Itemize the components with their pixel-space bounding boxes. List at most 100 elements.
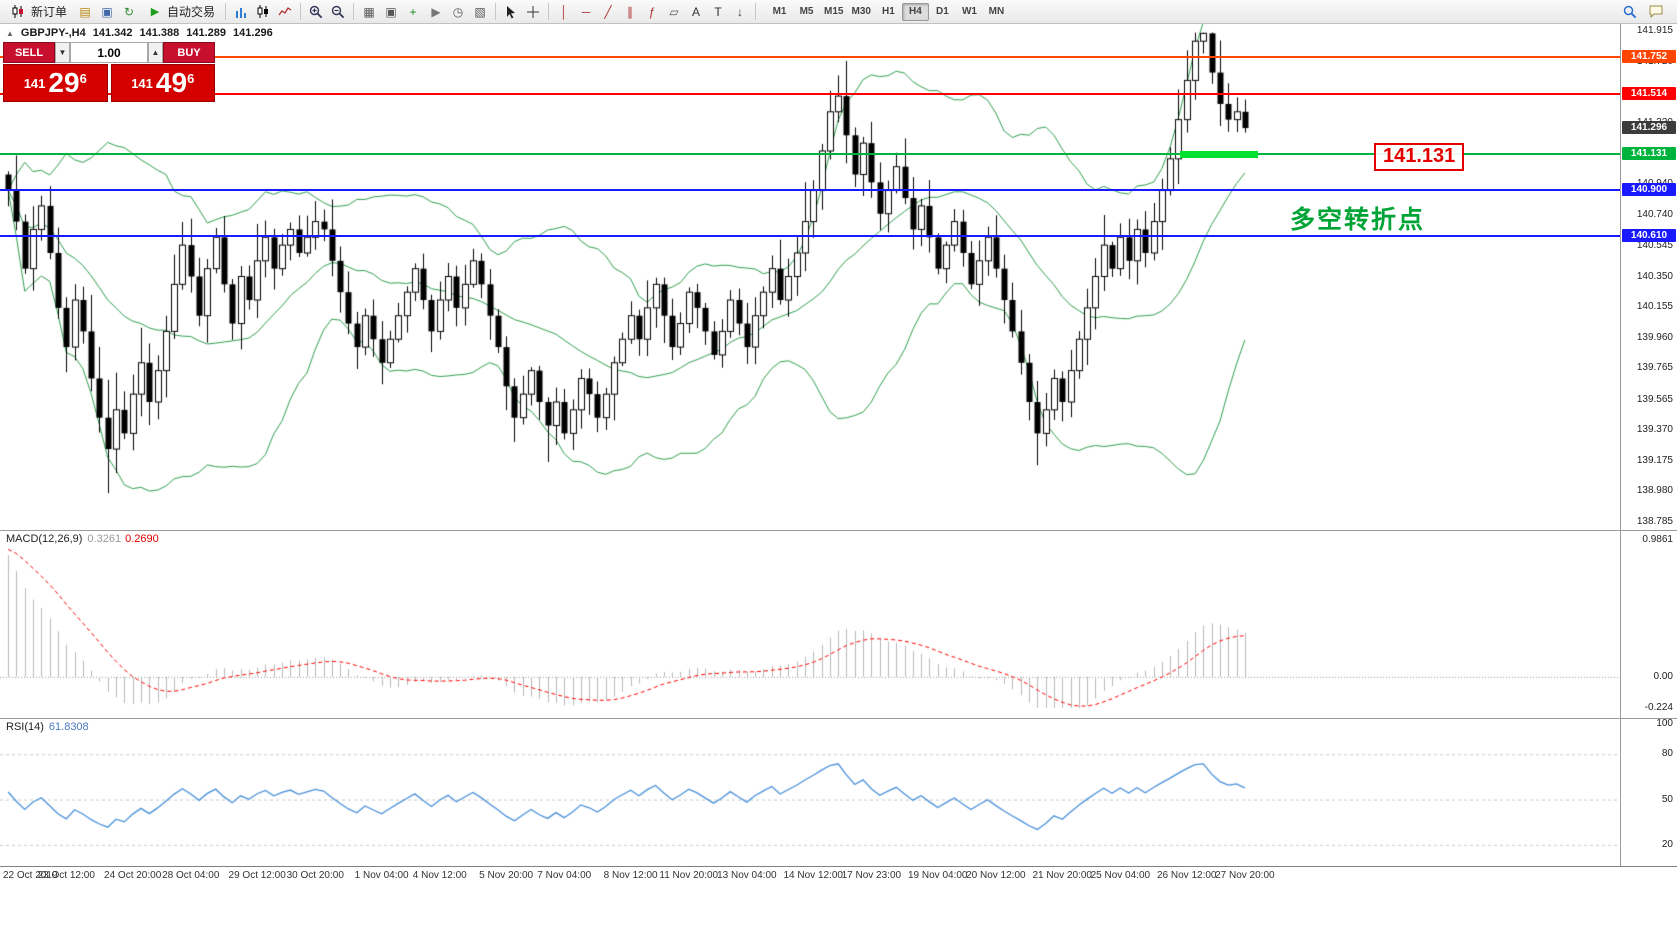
level-line-support-lower[interactable]	[0, 234, 1620, 237]
volume-input[interactable]: 1.00	[70, 42, 148, 63]
date-label: 28 Oct 04:00	[162, 870, 220, 881]
zoom-in-icon[interactable]	[305, 2, 327, 22]
rsi-canvas[interactable]	[0, 718, 1620, 866]
period-icon[interactable]: ◷	[447, 2, 469, 22]
price-tick: 139.765	[1636, 362, 1673, 374]
chart-window-icon[interactable]: ▤	[74, 2, 96, 22]
toolbar-separator	[548, 3, 550, 20]
sell-price-pt: 6	[79, 71, 87, 86]
price-tick: 140.740	[1636, 209, 1673, 221]
sell-button[interactable]: SELL	[3, 42, 55, 63]
level-line-pivot-green[interactable]	[0, 152, 1620, 155]
symbol-marker-icon: ▲	[6, 28, 14, 38]
rsi-scale-label: 50	[1661, 793, 1673, 805]
rsi-title: RSI(14)	[6, 721, 44, 733]
macd-scale-label: -0.224	[1644, 702, 1673, 713]
price-badge-support-lower: 140.610	[1622, 228, 1676, 242]
line-chart-icon[interactable]	[274, 2, 296, 22]
timeframe-m15[interactable]: M15	[820, 3, 847, 21]
one-click-trading-panel: SELL ▼ 1.00 ▲ BUY 141 29 6 141 49 6	[3, 42, 215, 102]
buy-button[interactable]: BUY	[163, 42, 215, 63]
timeframe-h1[interactable]: H1	[875, 3, 902, 21]
price-callout[interactable]: 141.131	[1374, 143, 1465, 171]
zoom-out-icon[interactable]	[327, 2, 349, 22]
date-label: 19 Nov 04:00	[908, 870, 968, 881]
new-order-label: 新订单	[31, 5, 68, 19]
trendline-icon[interactable]: ╱	[597, 2, 619, 22]
toolbar: 新订单 ▤ ▣ ↻ ▶ 自动交易 ▦ ▣ + ▶ ◷ ▧ │ ─ ╱ ∥ ƒ ▱ A T ↓ M1 M5 M15…	[0, 0, 1677, 24]
tile-windows-icon[interactable]: ▦	[358, 2, 380, 22]
turning-point-label[interactable]: 多空转折点	[1290, 206, 1426, 234]
timeframe-h4[interactable]: H4	[901, 2, 929, 21]
date-label: 26 Nov 12:00	[1157, 870, 1217, 881]
buy-price-big: 141	[131, 75, 153, 91]
price-badge-resistance-upper: 141.752	[1622, 49, 1676, 63]
rsi-scale-label: 20	[1661, 838, 1673, 850]
vertical-line-icon[interactable]: │	[553, 2, 575, 22]
price-tick: 139.960	[1636, 331, 1673, 343]
price-badge-pivot-green: 141.131	[1622, 146, 1676, 160]
new-chart-icon[interactable]: +	[402, 2, 424, 22]
chat-icon[interactable]	[1645, 2, 1667, 22]
arrow-tools-icon[interactable]: ↓	[729, 2, 751, 22]
quote-close: 141.296	[233, 27, 273, 39]
rsi-panel-divider[interactable]	[0, 718, 1677, 719]
rsi-header: RSI(14) 61.8308	[6, 721, 89, 733]
buy-price-box[interactable]: 141 49 6	[110, 64, 215, 102]
timeframe-mn[interactable]: MN	[983, 3, 1010, 21]
main-chart-canvas[interactable]	[0, 24, 1620, 530]
crosshair-icon[interactable]	[522, 2, 544, 22]
bar-chart-icon[interactable]	[230, 2, 252, 22]
template-icon[interactable]: ▧	[469, 2, 491, 22]
timeframe-m30[interactable]: M30	[847, 3, 874, 21]
price-badge-resistance-lower: 141.514	[1622, 86, 1676, 100]
auto-scroll-icon[interactable]: ▶	[425, 2, 447, 22]
search-icon[interactable]	[1619, 2, 1641, 22]
chart-window: 141.915141.720141.525141.330141.135140.9…	[0, 24, 1677, 885]
level-line-resistance-upper[interactable]	[0, 55, 1620, 58]
volume-increase-button[interactable]: ▲	[148, 42, 163, 63]
macd-panel-divider[interactable]	[0, 530, 1677, 531]
highlight-segment[interactable]	[1180, 150, 1258, 158]
timeframe-d1[interactable]: D1	[929, 3, 956, 21]
price-tick: 139.370	[1636, 424, 1673, 436]
quote-open: 141.342	[92, 27, 133, 39]
cascade-windows-icon[interactable]: ▣	[380, 2, 402, 22]
level-line-support-upper[interactable]	[0, 189, 1620, 192]
level-line-resistance-lower[interactable]	[0, 92, 1620, 95]
candlestick-chart-icon[interactable]	[252, 2, 274, 22]
cursor-icon[interactable]	[500, 2, 522, 22]
macd-canvas[interactable]	[0, 530, 1620, 718]
volume-decrease-button[interactable]: ▼	[55, 42, 70, 63]
auto-trading-button[interactable]: ▶ 自动交易	[141, 2, 221, 22]
date-label: 27 Nov 20:00	[1215, 870, 1275, 881]
refresh-icon[interactable]: ↻	[118, 2, 140, 22]
timeframe-m1[interactable]: M1	[766, 3, 793, 21]
date-label: 1 Nov 04:00	[354, 870, 409, 881]
horizontal-line-icon[interactable]: ─	[575, 2, 597, 22]
rsi-scale-label: 100	[1656, 718, 1673, 729]
shapes-icon[interactable]: ▱	[663, 2, 685, 22]
text-icon[interactable]: A	[685, 2, 707, 22]
macd-header: MACD(12,26,9) 0.3261 0.2690	[6, 533, 159, 545]
profiles-icon[interactable]: ▣	[96, 2, 118, 22]
date-label: 13 Nov 04:00	[717, 870, 777, 881]
rsi-scale-label: 80	[1661, 748, 1673, 760]
channel-icon[interactable]: ∥	[619, 2, 641, 22]
label-icon[interactable]: T	[707, 2, 729, 22]
price-tick: 138.980	[1636, 485, 1673, 497]
new-order-button[interactable]: 新订单	[3, 2, 73, 22]
price-scale[interactable]: 141.915141.720141.525141.330141.135140.9…	[1620, 24, 1677, 866]
timeframe-m5[interactable]: M5	[793, 3, 820, 21]
macd-main-value: 0.3261	[87, 533, 122, 545]
timeframe-w1[interactable]: W1	[956, 3, 983, 21]
toolbar-separator	[300, 3, 302, 20]
date-label: 29 Oct 12:00	[228, 870, 286, 881]
price-tick: 141.915	[1636, 25, 1673, 36]
price-badge-support-upper: 140.900	[1622, 183, 1676, 197]
sell-price-box[interactable]: 141 29 6	[3, 64, 108, 102]
date-label: 30 Oct 20:00	[286, 870, 344, 881]
fibonacci-icon[interactable]: ƒ	[641, 2, 663, 22]
quote-low: 141.289	[186, 27, 227, 39]
date-axis[interactable]: 22 Oct 2019 23 Oct 12:00 24 Oct 20:00 28 Oc…	[0, 866, 1677, 885]
